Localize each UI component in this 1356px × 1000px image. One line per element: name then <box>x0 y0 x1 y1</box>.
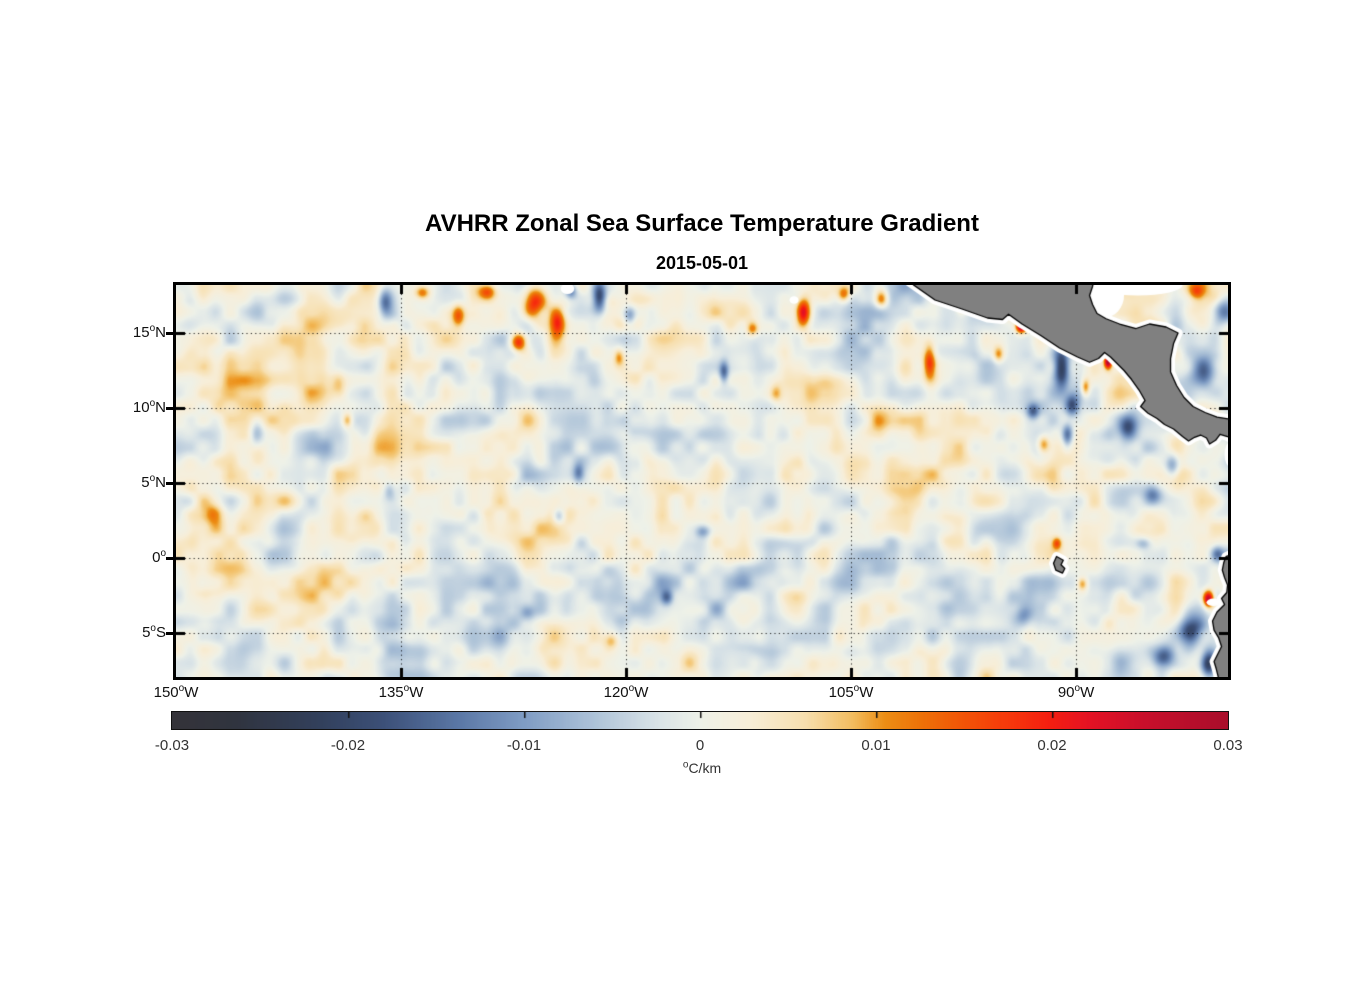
colorbar-tick-label: 0 <box>695 737 705 754</box>
y-outer-tick <box>166 332 173 335</box>
y-outer-tick <box>166 557 173 561</box>
x-tick-label: 150oW <box>153 683 199 702</box>
colorbar-tick-label: 0.03 <box>1213 737 1243 754</box>
colorbar <box>171 711 1229 730</box>
colorbar-tick-label: 0.02 <box>1037 737 1067 754</box>
colorbar-tick-label: -0.03 <box>154 737 190 754</box>
chart-date-subtitle: 2015-05-01 <box>655 253 749 273</box>
degree-superscript: o <box>682 759 689 771</box>
y-outer-tick <box>166 407 173 411</box>
map-plot-area <box>173 282 1231 680</box>
y-tick-label: 5oS <box>142 623 166 642</box>
colorbar-gradient-canvas <box>172 712 1228 729</box>
sst-gradient-heatmap-canvas <box>176 285 1228 677</box>
chart-title: AVHRR Zonal Sea Surface Temperature Grad… <box>425 210 979 237</box>
x-tick-label: 90oW <box>1057 683 1095 702</box>
colorbar-tick-label: -0.01 <box>506 737 542 754</box>
y-outer-tick <box>166 482 173 486</box>
y-tick-label: 15oN <box>132 323 166 342</box>
y-tick-label: 5oN <box>141 473 166 492</box>
colorbar-tick-label: -0.02 <box>330 737 366 754</box>
x-tick-label: 135oW <box>378 683 424 702</box>
x-tick-label: 105oW <box>828 683 874 702</box>
y-tick-label: 0o <box>152 548 166 567</box>
y-tick-label: 10oN <box>132 398 166 417</box>
colorbar-unit-label: oC/km <box>176 760 1228 776</box>
x-tick-label: 120oW <box>603 683 649 702</box>
colorbar-tick-label: 0.01 <box>861 737 891 754</box>
unit-text: C/km <box>688 760 722 776</box>
y-outer-tick <box>166 632 173 636</box>
